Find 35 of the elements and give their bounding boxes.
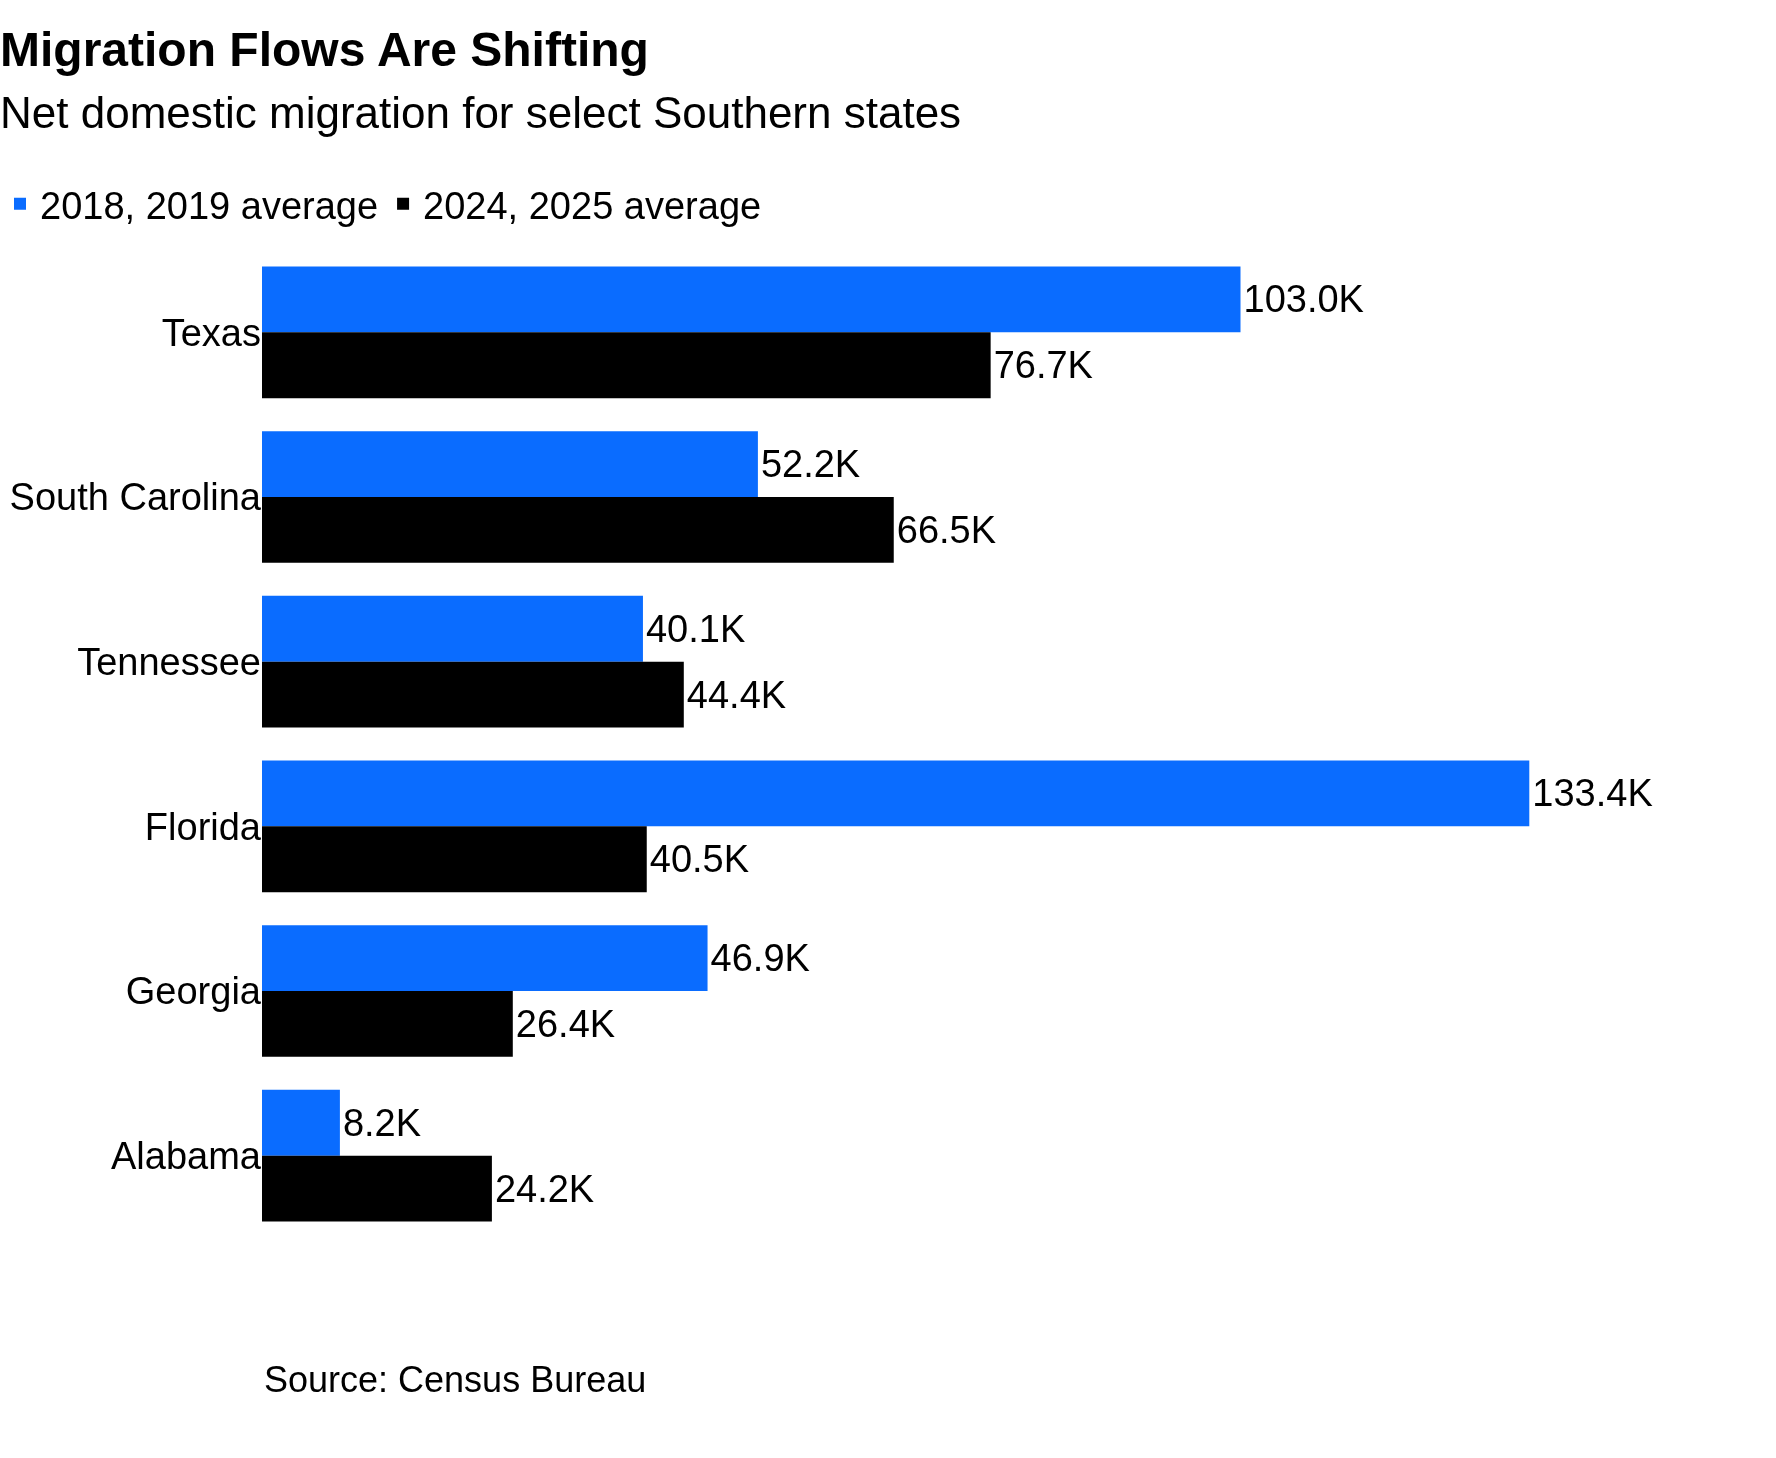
bar — [262, 431, 758, 497]
data-label: 40.1K — [645, 607, 746, 650]
data-label: 40.5K — [649, 838, 750, 881]
y-tick-label: Georgia — [125, 970, 262, 1013]
y-tick-label: Alabama — [111, 1134, 262, 1177]
data-label: 52.2K — [760, 443, 861, 486]
bar — [262, 760, 1530, 827]
data-label: 76.7K — [993, 344, 1093, 387]
y-tick-label: Florida — [144, 805, 262, 848]
data-label: 46.9K — [710, 937, 810, 980]
data-label: 44.4K — [686, 673, 787, 716]
bar — [262, 925, 708, 991]
legend-label: 2024, 2025 average — [423, 184, 762, 227]
y-tick-label: Tennessee — [77, 640, 261, 683]
bar — [262, 991, 513, 1057]
bar — [262, 332, 991, 399]
chart-subtitle: Net domestic migration for select Southern states — [0, 88, 962, 138]
source-note: Source: Census Bureau — [264, 1359, 647, 1400]
data-label: 133.4K — [1532, 772, 1653, 815]
legend-label: 2018, 2019 average — [40, 184, 379, 227]
bar — [262, 661, 684, 728]
data-label: 103.0K — [1243, 278, 1364, 321]
y-tick-label: Texas — [161, 311, 261, 354]
bar — [262, 497, 894, 563]
data-label: 26.4K — [515, 1002, 616, 1045]
data-label: 8.2K — [342, 1101, 422, 1144]
data-label: 66.5K — [896, 508, 997, 551]
chart-title: Migration Flows Are Shifting — [0, 22, 649, 76]
bar — [262, 1089, 340, 1156]
bar — [262, 826, 647, 893]
bar — [262, 266, 1241, 333]
bar — [262, 595, 643, 662]
y-tick-label: South Carolina — [9, 476, 262, 519]
bar — [262, 1155, 492, 1222]
data-label: 24.2K — [494, 1167, 595, 1210]
